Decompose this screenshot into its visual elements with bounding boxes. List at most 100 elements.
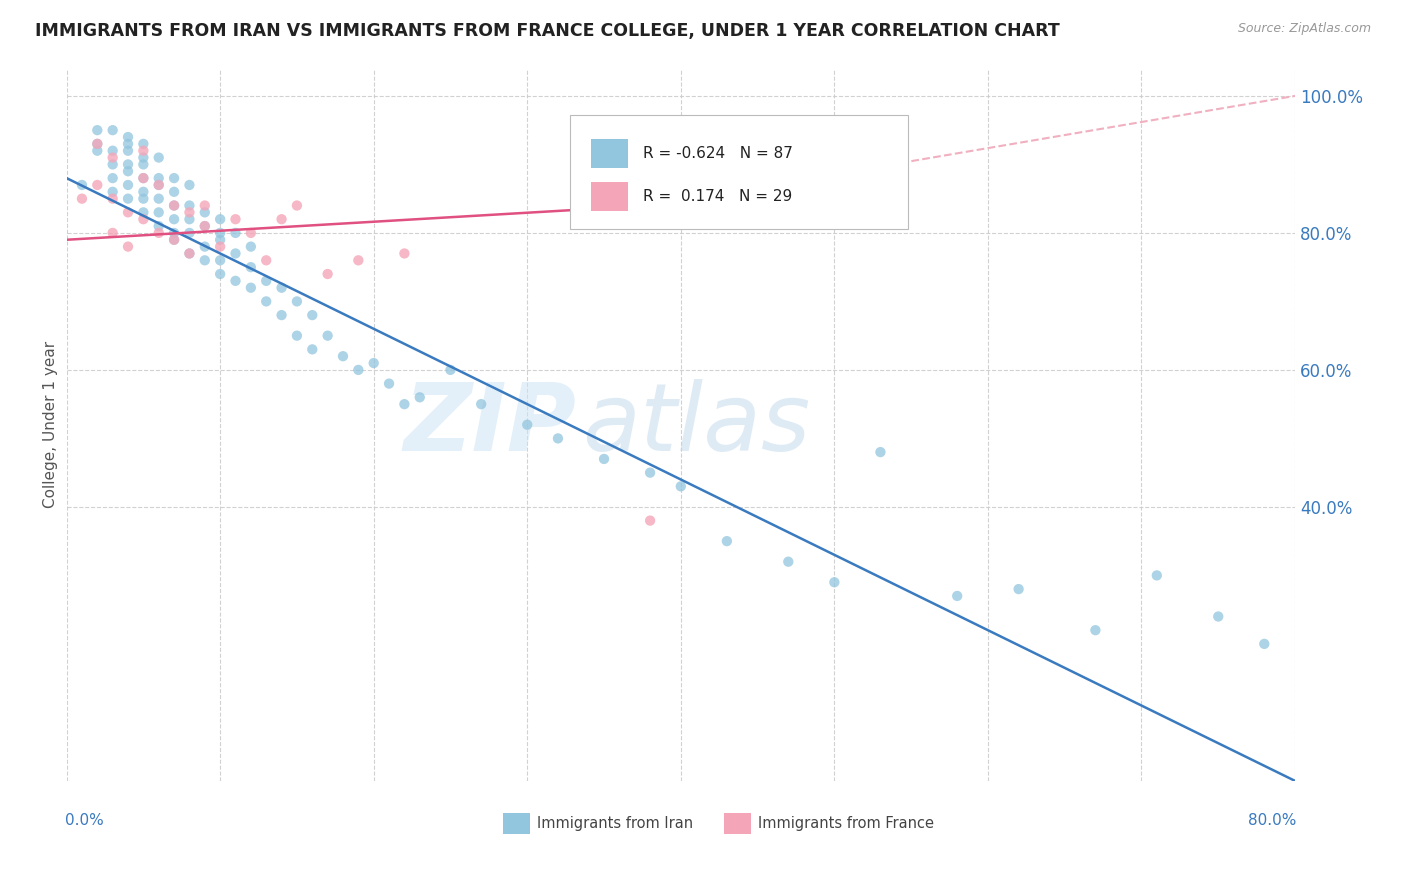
- Point: [86, 144, 108, 158]
- Point: [132, 136, 155, 151]
- Point: [101, 171, 124, 186]
- Point: [316, 328, 339, 343]
- Point: [179, 246, 201, 260]
- Point: [224, 274, 246, 288]
- Point: [132, 205, 155, 219]
- Point: [117, 239, 139, 253]
- Point: [179, 178, 201, 192]
- Point: [547, 431, 569, 445]
- Point: [194, 219, 217, 233]
- Text: Source: ZipAtlas.com: Source: ZipAtlas.com: [1237, 22, 1371, 36]
- Text: Immigrants from Iran: Immigrants from Iran: [537, 816, 693, 831]
- Point: [179, 205, 201, 219]
- Bar: [724, 813, 751, 834]
- Point: [132, 171, 155, 186]
- Point: [209, 239, 232, 253]
- Point: [101, 192, 124, 206]
- Text: atlas: atlas: [582, 379, 811, 470]
- Point: [163, 198, 186, 212]
- Point: [470, 397, 492, 411]
- Text: 0.0%: 0.0%: [65, 813, 104, 828]
- Point: [254, 294, 277, 309]
- Point: [593, 452, 616, 467]
- Point: [179, 198, 201, 212]
- Point: [148, 171, 170, 186]
- Point: [163, 233, 186, 247]
- Point: [270, 308, 292, 322]
- Point: [270, 212, 292, 227]
- Point: [148, 205, 170, 219]
- Text: Immigrants from France: Immigrants from France: [758, 816, 934, 831]
- Point: [239, 226, 262, 240]
- Y-axis label: College, Under 1 year: College, Under 1 year: [44, 341, 58, 508]
- Point: [132, 157, 155, 171]
- Point: [239, 239, 262, 253]
- Point: [378, 376, 401, 391]
- Point: [132, 151, 155, 165]
- Point: [716, 534, 738, 549]
- Point: [638, 466, 661, 480]
- Point: [132, 171, 155, 186]
- Point: [239, 281, 262, 295]
- Point: [270, 281, 292, 295]
- Point: [148, 178, 170, 192]
- Point: [1253, 637, 1275, 651]
- Bar: [503, 813, 530, 834]
- Point: [86, 123, 108, 137]
- Point: [239, 260, 262, 275]
- Point: [301, 308, 323, 322]
- Point: [132, 185, 155, 199]
- Point: [254, 253, 277, 268]
- Bar: [591, 139, 628, 168]
- Point: [209, 212, 232, 227]
- Point: [363, 356, 385, 370]
- Point: [117, 178, 139, 192]
- Point: [179, 246, 201, 260]
- Point: [148, 192, 170, 206]
- Point: [117, 130, 139, 145]
- Point: [70, 178, 93, 192]
- Point: [163, 185, 186, 199]
- Point: [869, 445, 891, 459]
- Point: [86, 136, 108, 151]
- Point: [179, 226, 201, 240]
- Point: [394, 397, 416, 411]
- Point: [285, 294, 308, 309]
- Point: [224, 246, 246, 260]
- Point: [132, 212, 155, 227]
- Point: [224, 212, 246, 227]
- Point: [194, 219, 217, 233]
- Point: [209, 226, 232, 240]
- Point: [347, 363, 370, 377]
- Point: [254, 274, 277, 288]
- Point: [316, 267, 339, 281]
- Point: [1084, 623, 1107, 637]
- Point: [179, 212, 201, 227]
- Text: R = -0.624   N = 87: R = -0.624 N = 87: [643, 146, 793, 161]
- Point: [148, 151, 170, 165]
- Point: [347, 253, 370, 268]
- Point: [117, 144, 139, 158]
- Point: [778, 555, 800, 569]
- Point: [70, 192, 93, 206]
- Point: [946, 589, 969, 603]
- Point: [101, 157, 124, 171]
- Point: [638, 514, 661, 528]
- Point: [117, 164, 139, 178]
- Point: [163, 226, 186, 240]
- Point: [1206, 609, 1229, 624]
- Point: [823, 575, 845, 590]
- Point: [224, 226, 246, 240]
- Point: [394, 246, 416, 260]
- Point: [132, 144, 155, 158]
- Point: [86, 136, 108, 151]
- Point: [194, 239, 217, 253]
- Point: [101, 226, 124, 240]
- Point: [148, 178, 170, 192]
- Text: 80.0%: 80.0%: [1249, 813, 1296, 828]
- Point: [285, 328, 308, 343]
- Point: [117, 157, 139, 171]
- Point: [117, 136, 139, 151]
- Point: [209, 233, 232, 247]
- Point: [163, 171, 186, 186]
